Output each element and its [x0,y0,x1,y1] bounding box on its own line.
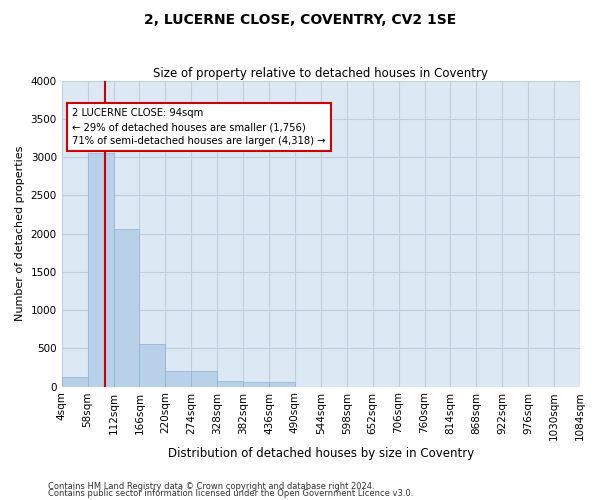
Bar [191,372,217,386]
Text: 2 LUCERNE CLOSE: 94sqm
← 29% of detached houses are smaller (1,756)
71% of semi-: 2 LUCERNE CLOSE: 94sqm ← 29% of detached… [72,108,326,146]
Text: 2, LUCERNE CLOSE, COVENTRY, CV2 1SE: 2, LUCERNE CLOSE, COVENTRY, CV2 1SE [144,12,456,26]
Text: Contains public sector information licensed under the Open Government Licence v3: Contains public sector information licen… [48,489,413,498]
Title: Size of property relative to detached houses in Coventry: Size of property relative to detached ho… [154,66,488,80]
Text: Contains HM Land Registry data © Crown copyright and database right 2024.: Contains HM Land Registry data © Crown c… [48,482,374,491]
Bar [269,382,295,386]
Bar [243,382,269,386]
X-axis label: Distribution of detached houses by size in Coventry: Distribution of detached houses by size … [168,447,474,460]
Bar [139,344,166,386]
Bar [166,372,191,386]
Y-axis label: Number of detached properties: Number of detached properties [15,146,25,322]
Bar [113,229,139,386]
Bar [62,376,88,386]
Bar [217,381,243,386]
Bar [88,152,113,386]
